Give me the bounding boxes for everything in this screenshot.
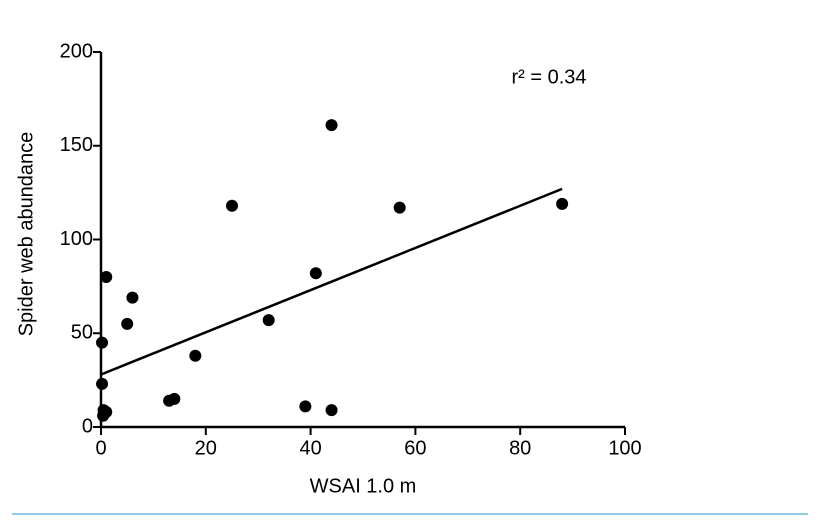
point	[168, 392, 181, 405]
y-tick-label: 100	[60, 228, 93, 250]
x-tick-label: 80	[509, 437, 531, 459]
regression-line	[100, 187, 563, 376]
point	[121, 317, 134, 330]
y-tick-label: 200	[60, 40, 93, 62]
x-tick-label: 60	[404, 437, 426, 459]
point	[96, 377, 109, 390]
point	[299, 400, 312, 413]
point	[262, 314, 275, 327]
point	[226, 199, 238, 212]
point	[96, 336, 109, 349]
y-tick-label: 50	[71, 322, 93, 344]
annotation: r² = 0.34	[511, 66, 586, 88]
point	[325, 404, 338, 417]
y-tick-label: 150	[60, 134, 93, 156]
x-tick-label: 100	[608, 437, 641, 459]
point	[126, 291, 139, 304]
x-tick-label: 40	[299, 437, 321, 459]
x-axis-label: WSAI 1.0 m	[310, 475, 417, 497]
point	[393, 201, 406, 214]
point	[309, 267, 322, 280]
y-tick-label: 0	[82, 415, 93, 437]
point	[189, 349, 202, 362]
point	[100, 271, 113, 283]
y-axis-label: Spider web abundance	[15, 132, 37, 337]
x-tick-label: 20	[195, 437, 217, 459]
point	[100, 406, 113, 418]
x-tick-label: 0	[95, 437, 106, 459]
point	[556, 197, 569, 210]
point	[325, 119, 338, 132]
plot-panel	[10, 38, 646, 496]
